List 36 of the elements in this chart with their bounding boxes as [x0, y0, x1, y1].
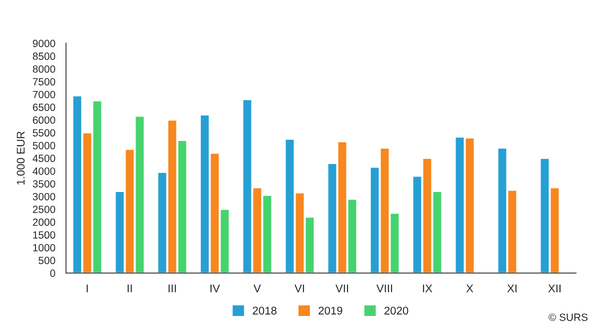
- y-tick-label: 1000: [33, 244, 56, 252]
- legend-label: 2019: [318, 306, 342, 315]
- x-tick-label: III: [168, 284, 176, 292]
- y-tick-label: 5000: [32, 142, 56, 150]
- x-tick-label: X: [466, 284, 474, 292]
- x-tick-label: XII: [548, 284, 561, 292]
- y-tick-label: 8500: [32, 52, 56, 60]
- x-tick-label: VI: [294, 284, 304, 292]
- legend-label: 2018: [252, 306, 276, 315]
- x-tick-label: II: [128, 284, 132, 292]
- x-tick-label: V: [254, 284, 261, 292]
- x-tick-label: XI: [507, 284, 516, 292]
- y-tick-label: 2000: [32, 218, 56, 226]
- y-tick-label: 7000: [32, 90, 56, 98]
- y-tick-label: 0: [50, 270, 56, 277]
- y-tick-label: 8000: [32, 65, 56, 73]
- x-tick-label: IV: [210, 284, 220, 292]
- y-axis-title: 1.000 EUR: [16, 132, 25, 184]
- x-tick-label: I: [86, 284, 88, 292]
- y-tick-label: 4000: [32, 167, 56, 175]
- y-tick-label: 3500: [32, 180, 56, 188]
- x-tick-label: VII: [336, 284, 348, 292]
- y-tick-label: 1500: [33, 231, 56, 239]
- y-tick-label: 3000: [32, 192, 56, 200]
- y-tick-label: 6000: [32, 116, 56, 124]
- y-tick-label: 2500: [32, 206, 56, 214]
- text: © SURS: [548, 314, 588, 321]
- x-tick-label: VIII: [376, 284, 392, 292]
- y-tick-label: 6500: [32, 104, 56, 111]
- y-tick-label: 9000: [32, 40, 56, 48]
- y-tick-label: 7500: [32, 78, 56, 86]
- y-tick-label: 4500: [32, 154, 56, 162]
- y-tick-label: 5500: [32, 129, 56, 137]
- legend-label: 2020: [384, 306, 408, 315]
- x-tick-label: IX: [423, 284, 432, 292]
- y-tick-label: 500: [38, 256, 56, 264]
